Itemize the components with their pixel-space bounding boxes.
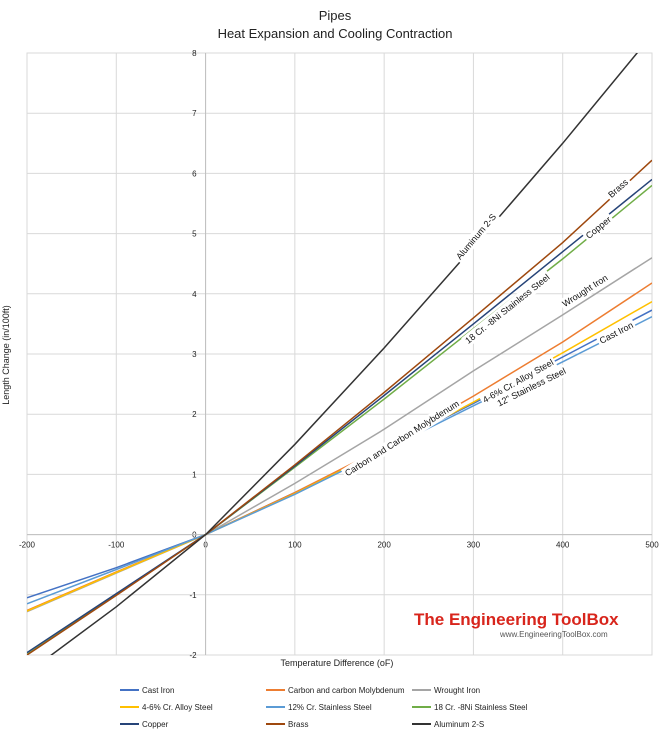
axes: -200-1000100200300400500-2-1012345678	[19, 49, 659, 660]
series-line-1	[27, 282, 652, 612]
annotation-label: Wrought Iron	[560, 273, 609, 309]
legend-label-5: 18 Cr. -8Ni Stainless Steel	[434, 703, 528, 712]
annotation-background	[340, 396, 464, 481]
y-tick-label: 7	[192, 109, 197, 118]
annotation: Aluminum 2-S	[452, 209, 501, 264]
legend-label-0: Cast Iron	[142, 686, 174, 695]
legend-label-4: 12% Cr. Stainless Steel	[288, 703, 372, 712]
y-tick-label: 5	[192, 230, 197, 239]
watermark-title: The Engineering ToolBox	[414, 610, 619, 629]
series-line-6	[27, 178, 652, 654]
y-tick-label: -1	[189, 591, 197, 600]
x-tick-label: -100	[108, 541, 125, 550]
legend-label-6: Copper	[142, 720, 169, 729]
annotation: 18 Cr. -8Ni Stainless Steel	[461, 270, 554, 348]
y-tick-label: 6	[192, 169, 197, 178]
x-tick-label: -200	[19, 541, 36, 550]
legend-label-7: Brass	[288, 720, 308, 729]
annotation-background	[581, 212, 616, 243]
legend: Cast Iron Carbon and carbon Molybdenum Wro…	[120, 686, 528, 729]
annotation: Copper	[581, 212, 616, 243]
legend-label-2: Wrought Iron	[434, 686, 480, 695]
x-tick-label: 200	[377, 541, 391, 550]
x-tick-label: 300	[467, 541, 481, 550]
series-line-0	[27, 309, 652, 599]
chart-title: Pipes	[319, 8, 352, 23]
y-tick-label: 8	[192, 49, 197, 58]
annotation-background	[461, 270, 554, 348]
y-tick-label: 1	[192, 470, 197, 479]
x-axis-title: Temperature Difference (oF)	[281, 658, 394, 668]
y-tick-label: 3	[192, 350, 197, 359]
annotation-background	[452, 209, 501, 264]
legend-label-1: Carbon and carbon Molybdenum	[288, 686, 405, 695]
watermark-url: www.EngineeringToolBox.com	[499, 630, 608, 639]
y-tick-label: 2	[192, 410, 197, 419]
chart-subtitle: Heat Expansion and Cooling Contraction	[218, 26, 453, 41]
annotation-background	[604, 174, 633, 202]
annotation-background	[478, 355, 558, 407]
series-line-2	[27, 257, 652, 613]
y-tick-label: -2	[189, 651, 197, 660]
watermark: The Engineering ToolBox www.EngineeringT…	[414, 610, 619, 639]
x-tick-label: 500	[645, 541, 659, 550]
annotation-label: Carbon and Carbon Molybdenum	[343, 398, 461, 478]
annotation-background	[493, 364, 570, 411]
annotation-background	[558, 270, 612, 311]
x-tick-label: 400	[556, 541, 570, 550]
annotation-label: Aluminum 2-S	[454, 212, 498, 262]
annotation-background	[595, 318, 638, 348]
grid	[26, 52, 653, 656]
x-tick-label: 100	[288, 541, 302, 550]
series-line-8	[50, 53, 639, 655]
annotation: Carbon and Carbon Molybdenum	[340, 396, 464, 481]
y-axis-title: Length Change (in/100ft)	[1, 305, 11, 405]
annotation-label: 18 Cr. -8Ni Stainless Steel	[463, 272, 551, 345]
series-line-7	[27, 159, 652, 655]
annotation: Wrought Iron	[558, 270, 612, 311]
legend-label-8: Aluminum 2-S	[434, 720, 484, 729]
y-tick-label: 4	[192, 290, 197, 299]
legend-label-3: 4-6% Cr. Alloy Steel	[142, 703, 213, 712]
